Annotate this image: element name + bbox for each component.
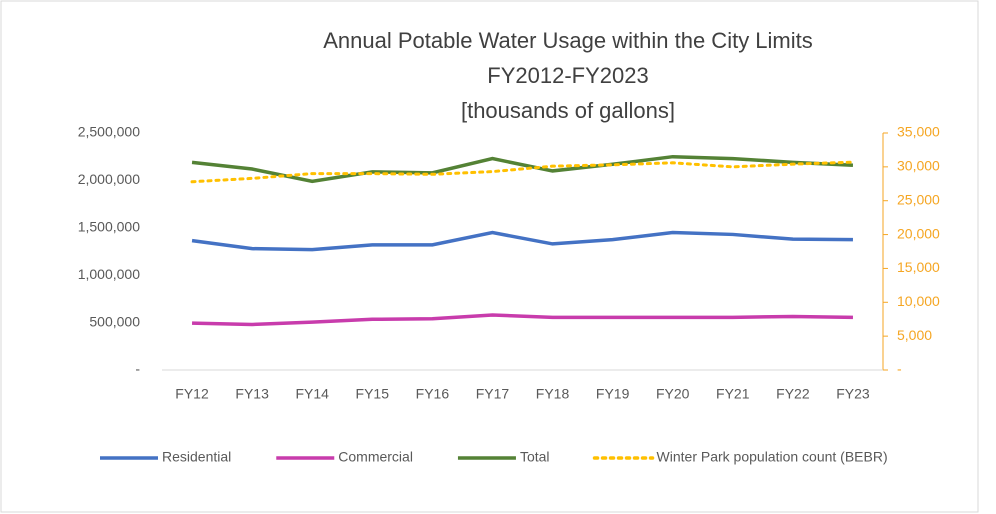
x-tick-label: FY14 <box>295 386 329 402</box>
x-tick-label: FY13 <box>235 386 269 402</box>
legend-label: Residential <box>162 449 231 465</box>
y2-tick-label: 35,000 <box>897 124 940 140</box>
y2-tick-label: 20,000 <box>897 225 940 241</box>
chart-title: FY2012-FY2023 <box>487 63 648 88</box>
y-tick-label: 1,000,000 <box>78 266 140 282</box>
x-tick-label: FY12 <box>175 386 209 402</box>
series-line <box>191 230 853 252</box>
y2-tick-label: 30,000 <box>897 158 940 174</box>
x-tick-label: FY20 <box>656 386 690 402</box>
x-tick-label: FY19 <box>596 386 630 402</box>
x-tick-label: FY21 <box>716 386 750 402</box>
legend-label: Winter Park population count (BEBR) <box>657 449 888 465</box>
x-tick-label: FY16 <box>416 386 450 402</box>
x-tick-label: FY15 <box>356 386 390 402</box>
y-tick-label: 500,000 <box>89 313 140 329</box>
y2-tick-label: 15,000 <box>897 259 940 275</box>
x-tick-label: FY22 <box>776 386 810 402</box>
x-tick-label: FY23 <box>836 386 870 402</box>
legend-label: Commercial <box>338 449 413 465</box>
series-line <box>192 313 853 327</box>
x-tick-label: FY18 <box>536 386 570 402</box>
legend-label: Total <box>520 449 550 465</box>
chart-title: Annual Potable Water Usage within the Ci… <box>323 28 813 53</box>
series-line <box>191 154 854 184</box>
y-tick-label: 2,500,000 <box>78 124 140 140</box>
y-tick-label: 1,500,000 <box>78 219 140 235</box>
y-tick-label: 2,000,000 <box>78 171 140 187</box>
y2-tick-label: - <box>897 361 902 377</box>
y2-tick-label: 5,000 <box>897 327 932 343</box>
y2-tick-label: 25,000 <box>897 191 940 207</box>
y-tick-label: - <box>135 361 140 377</box>
series-line <box>190 160 855 184</box>
chart-title: [thousands of gallons] <box>461 98 675 123</box>
x-tick-label: FY17 <box>476 386 510 402</box>
y2-tick-label: 10,000 <box>897 293 940 309</box>
